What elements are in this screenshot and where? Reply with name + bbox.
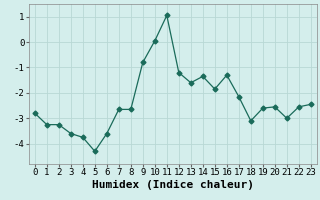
X-axis label: Humidex (Indice chaleur): Humidex (Indice chaleur) [92,180,254,190]
